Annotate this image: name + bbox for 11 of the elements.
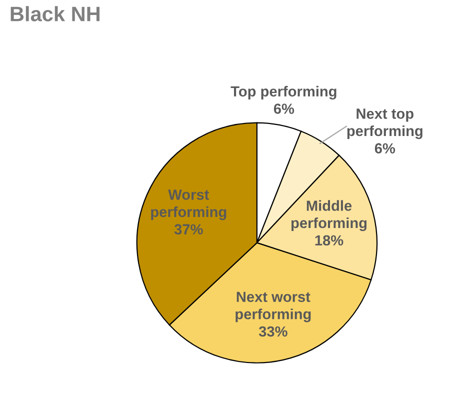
data-label: 6% (374, 143, 396, 154)
data-label: 6% (274, 104, 294, 114)
data-label: 33% (258, 326, 288, 337)
slice-label: Worst performing (151, 190, 226, 220)
chart-title: Black NH (10, 6, 100, 22)
slice-label: Next worst performing (236, 292, 311, 322)
data-label: 18% (315, 235, 344, 246)
slice-label: Top performing (230, 86, 336, 100)
slice-label: Next top performing (347, 108, 422, 140)
data-label: 37% (174, 224, 203, 235)
slice-label: Middle performing (291, 200, 367, 232)
